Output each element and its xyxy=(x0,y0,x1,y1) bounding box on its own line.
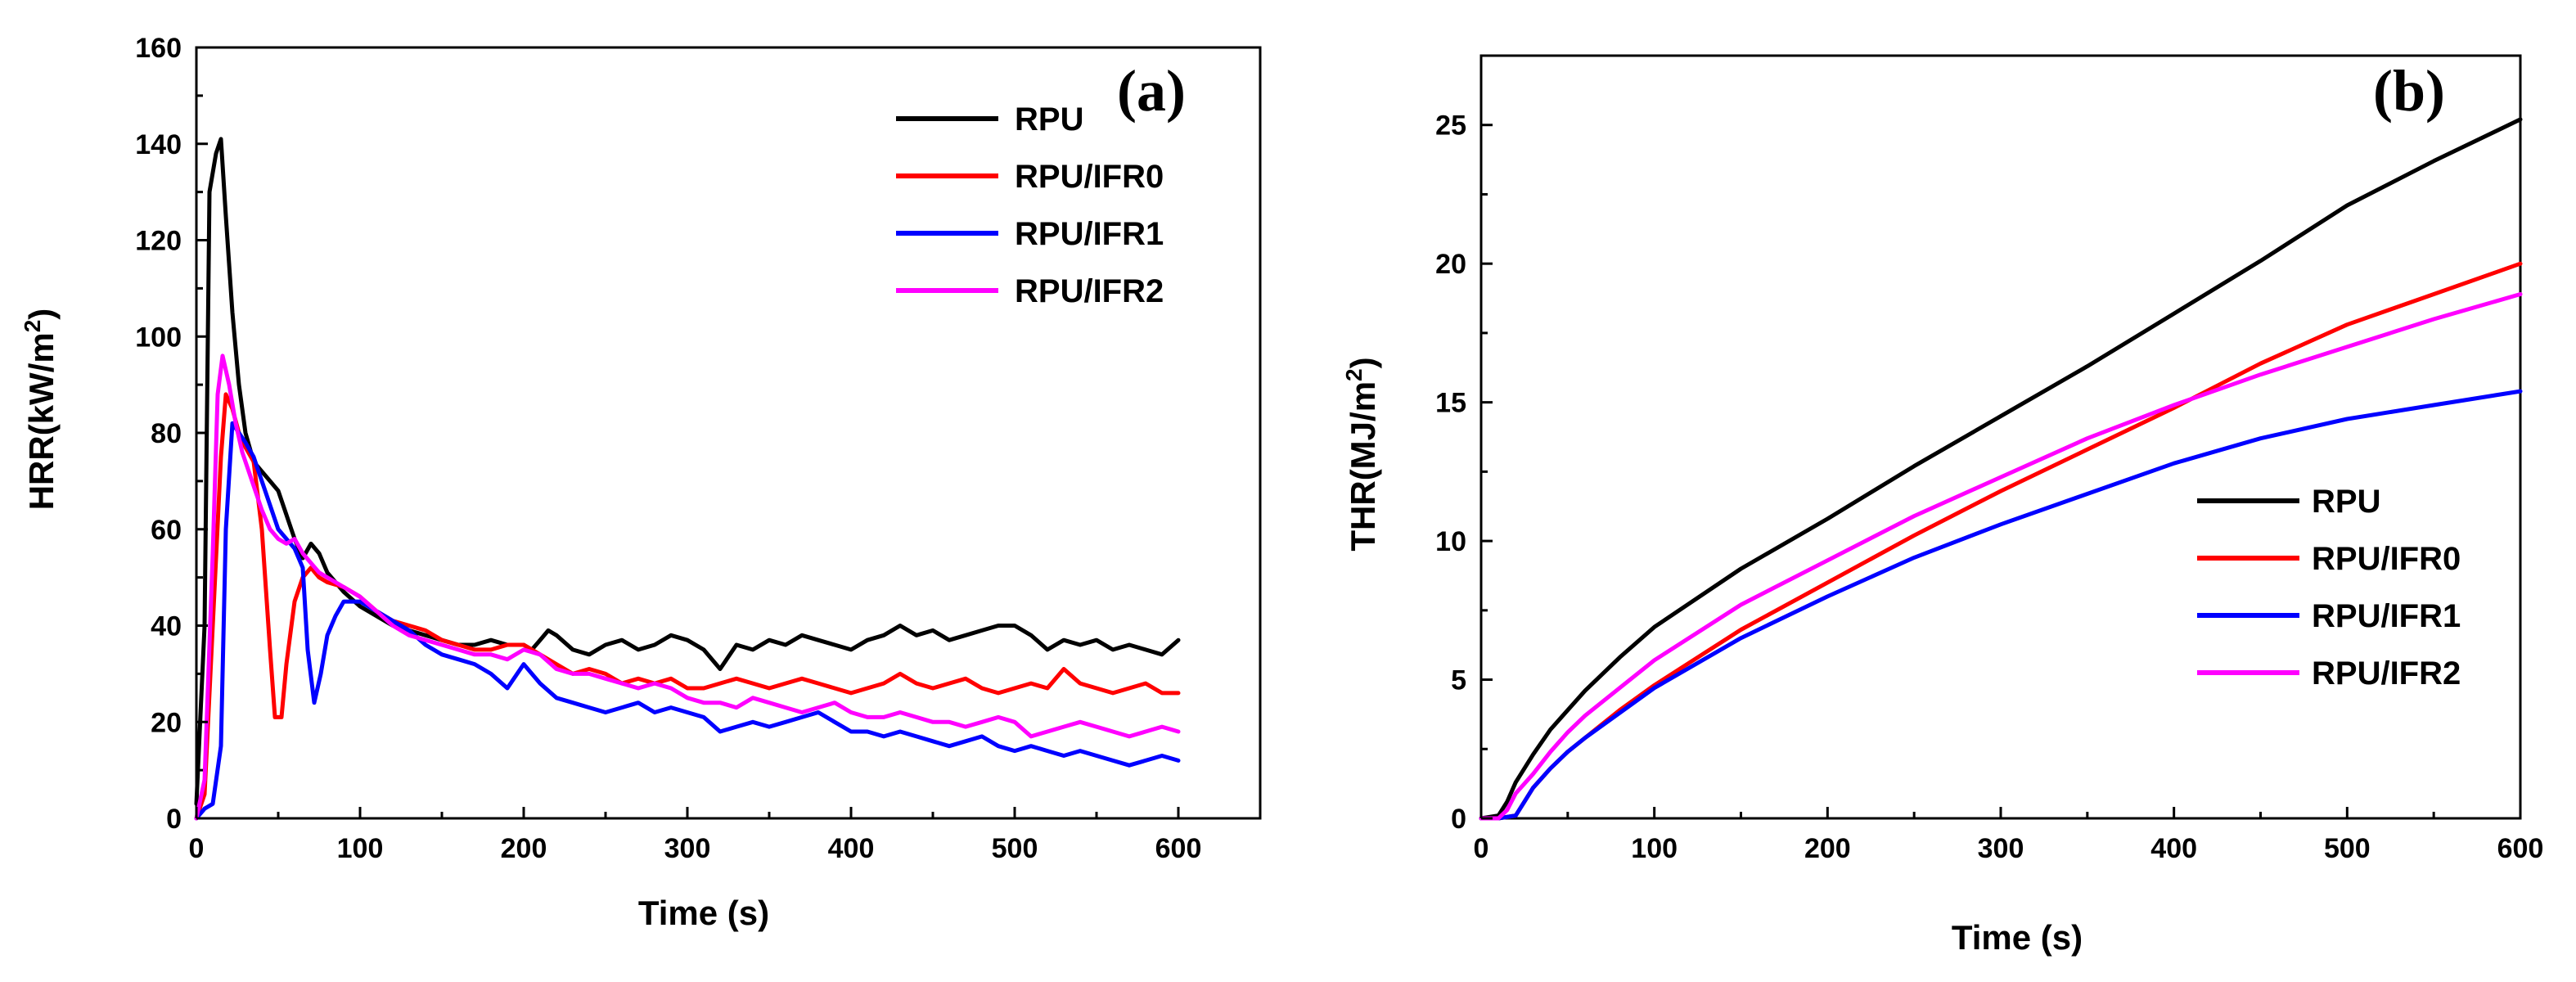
x-axis-title-a: Time (s) xyxy=(638,894,769,932)
y-tick-label: 0 xyxy=(1451,804,1466,835)
y-tick-label: 5 xyxy=(1451,665,1466,696)
legend-label-rpu: RPU xyxy=(2312,484,2380,520)
series-line-rpu-ifr2 xyxy=(1479,292,2523,821)
series-layer-b xyxy=(1479,117,2523,821)
y-tick-label: 0 xyxy=(166,804,182,835)
series-line-rpu-ifr0 xyxy=(194,392,1181,821)
x-tick-label: 500 xyxy=(2324,833,2371,864)
x-tick-label: 0 xyxy=(189,833,205,864)
y-tick-label: 25 xyxy=(1435,110,1466,142)
y-tick-label: 10 xyxy=(1435,526,1466,557)
chart-panel-a: 0 100 200 300 400 500 600 0 20 40 60 80 100 120 140 160… xyxy=(20,33,1262,932)
legend-label-rpu-ifr1: RPU/IFR1 xyxy=(1015,216,1164,252)
x-tick-label: 200 xyxy=(501,833,547,864)
plot-frame-b xyxy=(1479,54,2522,820)
legend-a: RPU RPU/IFR0 RPU/IFR1 RPU/IFR2 xyxy=(896,101,1164,309)
x-tick-label: 100 xyxy=(337,833,384,864)
y-axis-title-a: HRR(kW/m2) xyxy=(20,309,61,511)
x-tick-label: 100 xyxy=(1631,833,1678,864)
series-line-rpu-ifr1 xyxy=(1479,389,2523,821)
x-tick-label: 600 xyxy=(1155,833,1202,864)
legend-label-rpu-ifr0: RPU/IFR0 xyxy=(2312,541,2461,577)
y-tick-label: 120 xyxy=(135,226,182,257)
y-tick-label: 40 xyxy=(151,611,182,642)
x-axis-title-b: Time (s) xyxy=(1952,918,2083,957)
legend-label-rpu-ifr0: RPU/IFR0 xyxy=(1015,159,1164,195)
x-tick-label: 500 xyxy=(992,833,1038,864)
y-tick-label: 20 xyxy=(151,707,182,738)
y-tick-label: 80 xyxy=(151,418,182,449)
x-tick-label: 400 xyxy=(828,833,875,864)
y-axis-title-b: THR(MJ/m2) xyxy=(1341,357,1382,551)
y-tick-label: 100 xyxy=(135,322,182,353)
legend-label-rpu-ifr1: RPU/IFR1 xyxy=(2312,598,2461,634)
x-tick-label: 200 xyxy=(1804,833,1851,864)
legend-label-rpu-ifr2: RPU/IFR2 xyxy=(1015,273,1164,309)
y-tick-label: 160 xyxy=(135,33,182,64)
series-line-rpu-ifr2 xyxy=(194,354,1181,821)
x-tick-label: 400 xyxy=(2150,833,2197,864)
x-tick-label: 300 xyxy=(1978,833,2024,864)
series-line-rpu-ifr1 xyxy=(194,421,1181,821)
ticks-layer-a: 0 100 200 300 400 500 600 0 20 40 60 80 100 120 140 160 xyxy=(135,33,1201,864)
x-tick-label: 600 xyxy=(2497,833,2544,864)
y-tick-label: 20 xyxy=(1435,249,1466,280)
legend-label-rpu: RPU xyxy=(1015,101,1083,137)
legend-b: RPU RPU/IFR0 RPU/IFR1 RPU/IFR2 xyxy=(2197,484,2461,691)
y-tick-label: 140 xyxy=(135,129,182,160)
panel-label-a: (a) xyxy=(1117,58,1186,124)
series-line-rpu xyxy=(194,137,1181,806)
series-layer-a xyxy=(194,137,1181,821)
ticks-layer-b: 0 100 200 300 400 500 600 0 5 10 15 20 25 xyxy=(1435,110,2543,864)
panel-label-b: (b) xyxy=(2373,58,2445,124)
legend-label-rpu-ifr2: RPU/IFR2 xyxy=(2312,655,2461,691)
x-tick-label: 0 xyxy=(1474,833,1489,864)
x-tick-label: 300 xyxy=(664,833,711,864)
y-tick-label: 15 xyxy=(1435,388,1466,419)
y-tick-label: 60 xyxy=(151,515,182,546)
series-line-rpu xyxy=(1479,117,2523,821)
plot-border xyxy=(1479,54,2522,820)
